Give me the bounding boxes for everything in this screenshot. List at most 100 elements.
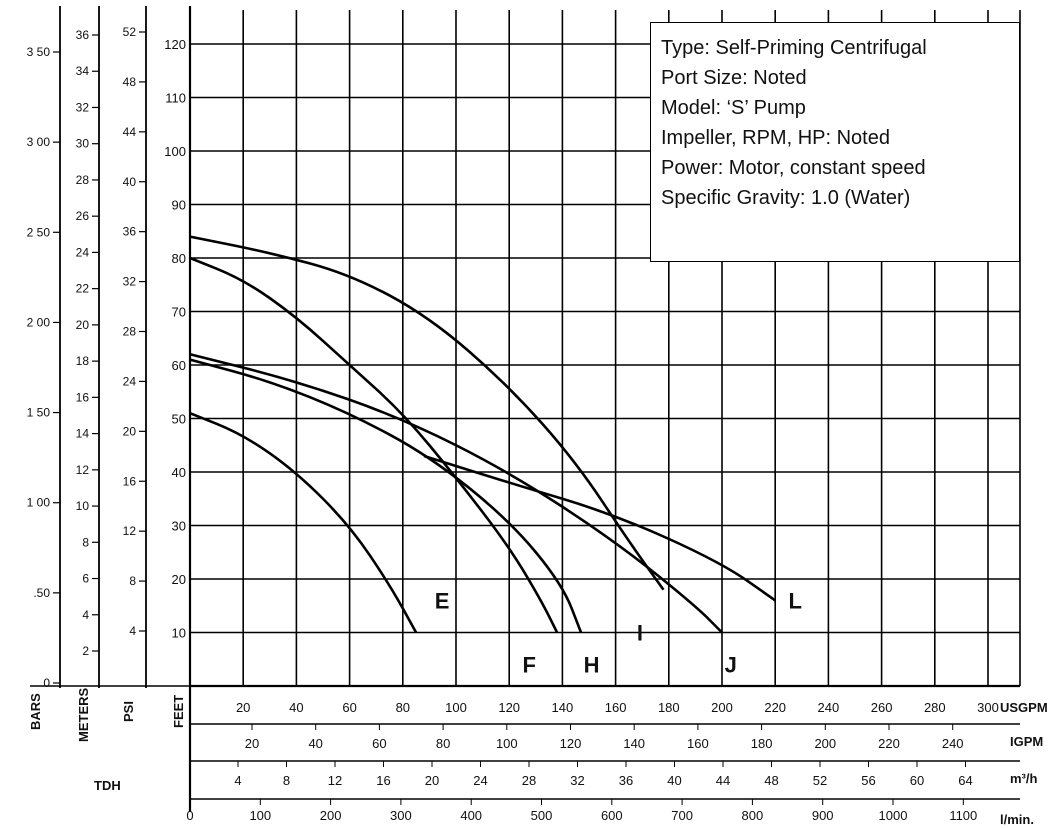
- psi-tick-label: 28: [123, 325, 137, 339]
- feet-tick-label: 70: [172, 305, 186, 320]
- lmin-tick-label: 600: [601, 808, 623, 823]
- igpm-unit-label: IGPM: [1010, 734, 1043, 749]
- curve-label-L: L: [789, 588, 802, 613]
- usgpm-unit-label: USGPM: [1000, 700, 1048, 715]
- lmin-tick-label: 900: [812, 808, 834, 823]
- meters-tick-label: 30: [76, 137, 90, 151]
- psi-tick-label: 40: [123, 175, 137, 189]
- lmin-tick-label: 0: [186, 808, 193, 823]
- igpm-tick-label: 160: [687, 736, 709, 751]
- lmin-unit-label: l/min.: [1000, 812, 1034, 827]
- meters-tick-label: 26: [76, 209, 90, 223]
- igpm-tick-label: 20: [245, 736, 259, 751]
- feet-tick-label: 60: [172, 358, 186, 373]
- meters-tick-label: 16: [76, 390, 90, 404]
- psi-tick-label: 20: [123, 424, 137, 438]
- info-specific-gravity: Specific Gravity: 1.0 (Water): [661, 187, 911, 209]
- m3h-tick-label: 40: [667, 773, 681, 788]
- lmin-tick-label: 400: [460, 808, 482, 823]
- curve-L: [423, 454, 776, 602]
- lmin-tick-label: 500: [531, 808, 553, 823]
- meters-tick-label: 34: [76, 64, 90, 78]
- lmin-tick-label: 300: [390, 808, 412, 823]
- meters-tick-label: 24: [76, 245, 90, 259]
- psi-tick-label: 32: [123, 275, 137, 289]
- usgpm-tick-label: 120: [498, 700, 520, 715]
- curve-E: [189, 411, 418, 634]
- bars-tick-label: 2 00: [27, 315, 51, 329]
- axes: [188, 6, 1021, 812]
- feet-tick-label: 110: [165, 91, 186, 106]
- bars-tick-label: 1 50: [27, 406, 51, 420]
- curve-label-E: E: [435, 588, 450, 613]
- meters-tick-label: 10: [76, 499, 90, 513]
- info-impeller: Impeller, RPM, HP: Noted: [661, 127, 890, 149]
- left-scales: 3 503 002 502 001 501 00.500363432302826…: [27, 6, 190, 690]
- unit-labels: USGPM IGPM m³/h l/min. BARS METERS PSI F…: [28, 688, 1048, 828]
- pump-info-box: Type: Self-Priming Centrifugal Port Size…: [650, 22, 1020, 262]
- feet-tick-label: 90: [172, 198, 186, 213]
- usgpm-tick-label: 200: [711, 700, 733, 715]
- m3h-tick-label: 52: [813, 773, 827, 788]
- m3h-tick-label: 20: [425, 773, 439, 788]
- meters-scale-title: METERS: [76, 688, 91, 743]
- m3h-tick-label: 64: [958, 773, 972, 788]
- bars-tick-label: 3 50: [27, 45, 51, 59]
- psi-tick-label: 4: [129, 624, 136, 638]
- feet-tick-label: 100: [164, 144, 186, 159]
- psi-tick-label: 48: [123, 75, 137, 89]
- meters-tick-label: 8: [82, 535, 89, 549]
- usgpm-tick-label: 280: [924, 700, 946, 715]
- bars-tick-label: .50: [33, 586, 50, 600]
- igpm-tick-label: 140: [623, 736, 645, 751]
- feet-tick-label: 80: [172, 251, 186, 266]
- meters-tick-label: 22: [76, 282, 90, 296]
- m3h-tick-label: 16: [376, 773, 390, 788]
- usgpm-tick-label: 160: [605, 700, 627, 715]
- meters-tick-label: 18: [76, 354, 90, 368]
- curve-J: [189, 353, 723, 634]
- m3h-tick-label: 44: [716, 773, 730, 788]
- lmin-tick-label: 100: [249, 808, 271, 823]
- psi-tick-label: 36: [123, 225, 137, 239]
- m3h-tick-label: 12: [328, 773, 342, 788]
- tdh-label: TDH: [94, 778, 121, 793]
- m3h-tick-label: 28: [522, 773, 536, 788]
- bars-tick-label: 0: [43, 676, 50, 690]
- usgpm-axis-labels: 20 40 60 80 100 120 140 160 180 200 220 240 260 280 30…: [236, 700, 999, 715]
- feet-scale-title: FEET: [171, 695, 186, 728]
- feet-tick-label: 30: [172, 519, 186, 534]
- usgpm-tick-label: 80: [396, 700, 410, 715]
- usgpm-tick-label: 60: [342, 700, 356, 715]
- meters-tick-label: 2: [82, 644, 89, 658]
- usgpm-tick-label: 140: [552, 700, 574, 715]
- psi-scale-title: PSI: [121, 701, 136, 722]
- psi-tick-label: 12: [123, 524, 137, 538]
- m3h-tick-label: 8: [283, 773, 290, 788]
- feet-tick-label: 40: [172, 465, 186, 480]
- curve-label-J: J: [725, 653, 737, 678]
- igpm-tick-label: 80: [436, 736, 450, 751]
- lmin-tick-label: 800: [742, 808, 764, 823]
- feet-axis-labels: 10 20 30 40 50 60 70 80 90 100 110 120: [164, 37, 186, 641]
- curve-label-I: I: [637, 621, 643, 646]
- m3h-tick-label: 24: [473, 773, 487, 788]
- lmin-tick-label: 1000: [879, 808, 908, 823]
- meters-tick-label: 20: [76, 318, 90, 332]
- meters-tick-label: 36: [76, 28, 90, 42]
- igpm-tick-label: 180: [751, 736, 773, 751]
- meters-tick-label: 32: [76, 100, 90, 114]
- igpm-tick-label: 40: [308, 736, 322, 751]
- usgpm-tick-label: 240: [818, 700, 840, 715]
- pump-curves: [189, 235, 776, 634]
- usgpm-tick-label: 260: [871, 700, 893, 715]
- psi-tick-label: 52: [123, 25, 137, 39]
- info-port-size: Port Size: Noted: [661, 67, 807, 89]
- info-type: Type: Self-Priming Centrifugal: [661, 37, 927, 59]
- igpm-tick-label: 100: [496, 736, 518, 751]
- igpm-tick-label: 220: [878, 736, 900, 751]
- m3h-unit-label: m³/h: [1010, 771, 1038, 786]
- meters-tick-label: 6: [82, 572, 89, 586]
- usgpm-tick-label: 20: [236, 700, 250, 715]
